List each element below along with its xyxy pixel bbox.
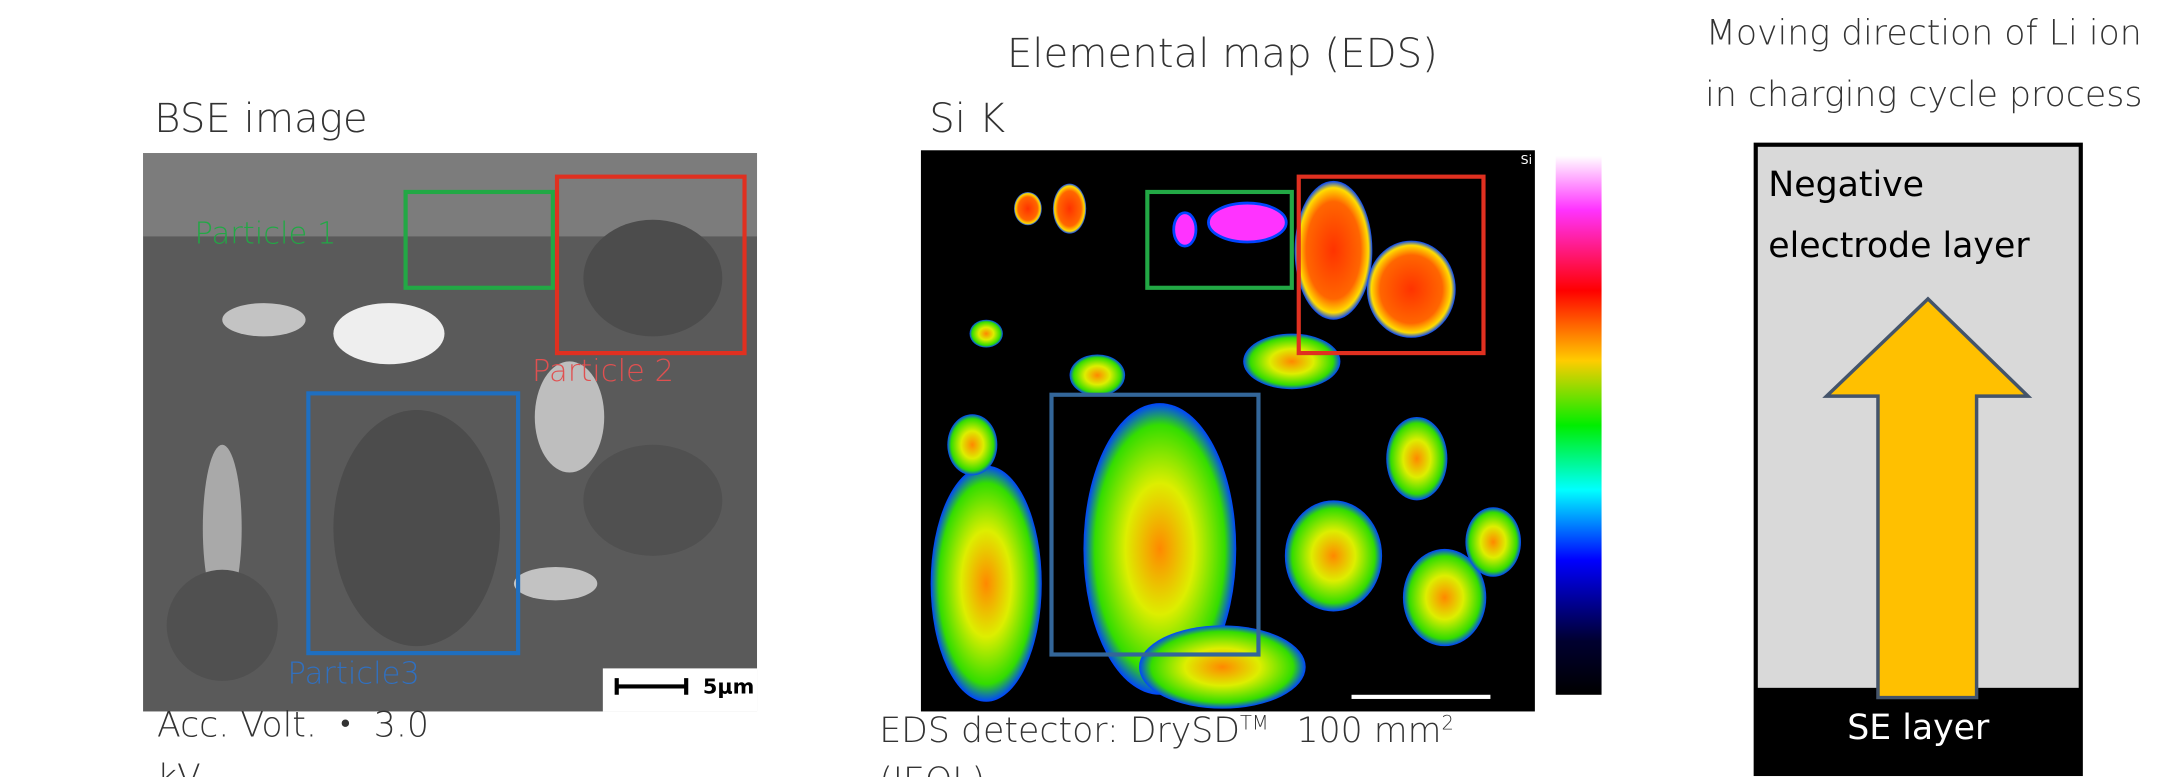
diagram-title: in charging cycle process [1705, 75, 2142, 115]
particle-label: Particle 2 [532, 354, 674, 389]
eds-map [921, 150, 1535, 711]
page: BSE image 5μm Particle 1 Particle 2 Part… [0, 0, 2178, 777]
condition: Acc. Volt. ・ 3.0 [157, 705, 429, 745]
detector-name: EDS detector: DrySD [879, 711, 1240, 751]
eds-title: Si K [929, 96, 1005, 142]
scale-bar-label: 5μm [703, 674, 755, 698]
detector-area-exp: 2 [1441, 712, 1453, 735]
figure: BSE image 5μm Particle 1 Particle 2 Part… [0, 0, 2178, 777]
map-corner-label: Si [1521, 152, 1532, 167]
condition-unit: kV [157, 758, 201, 777]
layer-label: Negative [1768, 165, 1924, 205]
particle-label: Particle 1 [194, 216, 336, 251]
maker: (JEOL) [879, 761, 985, 777]
particle-label: Particle3 [288, 657, 420, 692]
eds-heading: Elemental map (EDS) [1007, 31, 1438, 77]
detector-area: 100 mm [1296, 711, 1441, 751]
detector-mark: TM [1240, 712, 1269, 735]
se-layer-label: SE layer [1847, 708, 1990, 748]
layer-label: electrode layer [1768, 226, 2030, 266]
diagram-title: Moving direction of Li ion [1706, 14, 2142, 54]
detector: EDS detector: DrySDTM 100 mm2 [879, 711, 1454, 751]
bse-title: BSE image [154, 96, 367, 142]
color-bar [1556, 156, 1602, 695]
